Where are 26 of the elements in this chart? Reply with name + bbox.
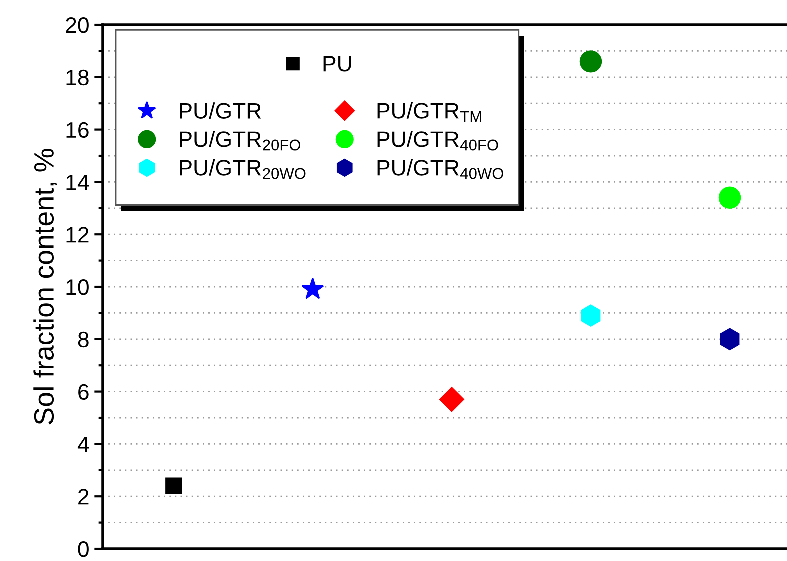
point: [166, 478, 182, 494]
point: [718, 186, 742, 210]
legend-label: PU/GTR$_{40FO}$: [378, 131, 498, 151]
legend-label: PU/GTR: [180, 102, 262, 119]
legend-label: PU/GTR$_{40WO}$: [378, 160, 504, 180]
legend-label: PU/GTR$_{TM}$: [378, 102, 482, 122]
point: [302, 278, 324, 300]
legend-label: PU: [324, 56, 352, 72]
point: [439, 387, 464, 412]
point: [580, 50, 602, 73]
y-tick-label: 4: [78, 436, 90, 452]
y-tick-label: 10: [66, 280, 89, 296]
point: [720, 328, 740, 351]
point: [581, 304, 601, 327]
legend-label: PU/GTR$_{20FO}$: [180, 131, 301, 151]
y-tick-label: 14: [66, 174, 90, 190]
y-tick-label: 20: [66, 18, 89, 34]
y-tick-label: 12: [66, 227, 89, 243]
y-tick-label: 0: [78, 542, 89, 558]
legend-label: PU/GTR$_{20WO}$: [180, 160, 306, 180]
y-tick-label: 2: [78, 489, 89, 505]
y-tick-label: 8: [78, 332, 89, 348]
y-tick-label: 6: [78, 384, 89, 400]
y-tick-label: 16: [66, 122, 89, 138]
y-tick-label: 18: [66, 70, 89, 86]
y-axis-title: Sol fraction content, %: [34, 149, 58, 425]
